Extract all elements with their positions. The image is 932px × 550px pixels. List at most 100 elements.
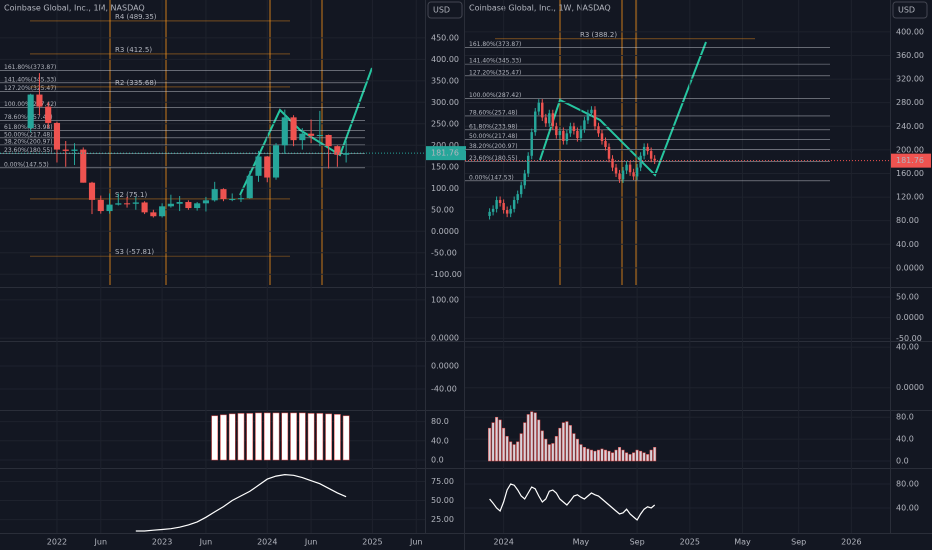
y-tick-label: 80.00	[896, 216, 919, 225]
projection-arrow	[239, 67, 373, 196]
candle-body	[628, 164, 632, 173]
candle-body	[572, 126, 576, 131]
currency-label: USD	[898, 6, 915, 15]
candle-body	[80, 149, 87, 183]
candle-body	[548, 113, 551, 124]
y-tick-label: 80.0	[431, 417, 449, 426]
y-tick-label: -50.00	[431, 248, 457, 257]
x-tick-label: May	[573, 538, 590, 547]
y-tick-label: 0.0000	[431, 227, 459, 236]
histogram-bar	[582, 447, 586, 462]
histogram-bar	[593, 450, 597, 462]
y-tick-label: 0.0000	[896, 263, 924, 272]
fib-label: 50.00%(217.48)	[4, 131, 53, 138]
x-tick-label: Jun	[304, 538, 318, 547]
candle-body	[646, 146, 649, 152]
candle-body	[583, 120, 586, 130]
y-tick-label: 50.00	[896, 293, 919, 302]
histogram-bar	[544, 438, 548, 462]
y-tick-label: 40.00	[896, 504, 919, 513]
candle-body	[36, 94, 43, 107]
fib-label: 23.60%(180.55)	[469, 155, 518, 162]
pivot-label: R4 (489.35)	[115, 13, 157, 21]
histogram-bar	[491, 422, 495, 462]
candle-body	[604, 141, 607, 147]
y-tick-label: 350.00	[431, 76, 459, 85]
candle-body	[316, 134, 323, 136]
y-tick-label: 50.00	[431, 205, 454, 214]
histogram-bar	[628, 454, 632, 462]
pivot-label: R3 (388.2)	[580, 31, 617, 39]
y-tick-label: 240.00	[896, 122, 924, 131]
candle-body	[544, 117, 548, 124]
candle-body	[632, 172, 635, 177]
candle-body	[614, 167, 618, 174]
histogram-bar	[299, 412, 306, 461]
histogram-bar	[526, 414, 530, 462]
chart-title: Coinbase Global, Inc., 1M, NASDAQ	[4, 4, 145, 13]
histogram-bar	[533, 412, 537, 462]
candle-body	[555, 126, 558, 136]
candle-body	[272, 145, 280, 178]
candle-body	[194, 203, 201, 209]
histogram-bar	[342, 415, 350, 461]
candle-body	[185, 202, 192, 209]
histogram-bar	[540, 430, 544, 462]
fib-label: 127.20%(325.47)	[4, 85, 56, 92]
last-price-label: 181.76	[431, 149, 459, 158]
histogram-bar	[572, 433, 576, 462]
candle-body	[202, 200, 209, 204]
x-tick-label: 2024	[257, 538, 277, 547]
candle-body	[502, 202, 505, 211]
candle-body	[576, 130, 579, 139]
currency-box	[892, 1, 928, 19]
candle-body	[530, 132, 533, 156]
candle-body	[491, 208, 495, 212]
y-tick-label: 100.00	[431, 184, 459, 193]
x-tick-label: Sep	[630, 538, 645, 547]
histogram-bar	[575, 438, 579, 462]
fib-label: 38.20%(200.97)	[469, 143, 518, 150]
x-tick-label: Sep	[791, 538, 806, 547]
indicator-line	[489, 483, 656, 521]
candle-body	[176, 202, 183, 204]
last-price-tag	[891, 153, 931, 168]
candle-body	[308, 133, 315, 136]
candle-body	[343, 153, 350, 155]
candle-body	[27, 94, 34, 129]
histogram-bar	[495, 416, 499, 462]
histogram-bar	[604, 449, 607, 462]
histogram-bar	[561, 422, 565, 462]
candle-body	[141, 202, 148, 213]
y-tick-label: 360.00	[896, 51, 924, 60]
y-tick-label: 80.00	[896, 480, 919, 489]
candle-body	[600, 133, 604, 142]
candle-body	[123, 203, 131, 205]
histogram-bar	[596, 449, 600, 462]
histogram-bar	[255, 412, 262, 461]
candle-body	[211, 189, 218, 201]
candle-body	[106, 204, 113, 212]
candle-body	[71, 149, 78, 151]
histogram-bar	[554, 436, 558, 462]
y-tick-label: 75.00	[431, 477, 454, 486]
histogram-bar	[642, 452, 646, 462]
y-tick-label: 0.0000	[896, 383, 924, 392]
histogram-bar	[565, 421, 569, 462]
x-tick-label: May	[734, 538, 751, 547]
candle-body	[642, 146, 646, 156]
histogram-bar	[523, 422, 527, 462]
pivot-label: R3 (412.5)	[115, 46, 152, 54]
candle-body	[229, 199, 236, 201]
y-tick-label: 0.0	[431, 456, 444, 465]
fib-label: 141.40%(345.33)	[469, 58, 521, 65]
histogram-bar	[519, 433, 523, 462]
indicator-line	[135, 473, 347, 532]
y-tick-label: 400.00	[431, 55, 459, 64]
x-tick-label: 2023	[152, 538, 172, 547]
y-tick-label: 0.0000	[431, 362, 459, 371]
histogram-bar	[607, 450, 611, 462]
y-tick-label: 280.00	[896, 98, 924, 107]
histogram-bar	[568, 425, 572, 462]
candle-body	[649, 151, 653, 159]
